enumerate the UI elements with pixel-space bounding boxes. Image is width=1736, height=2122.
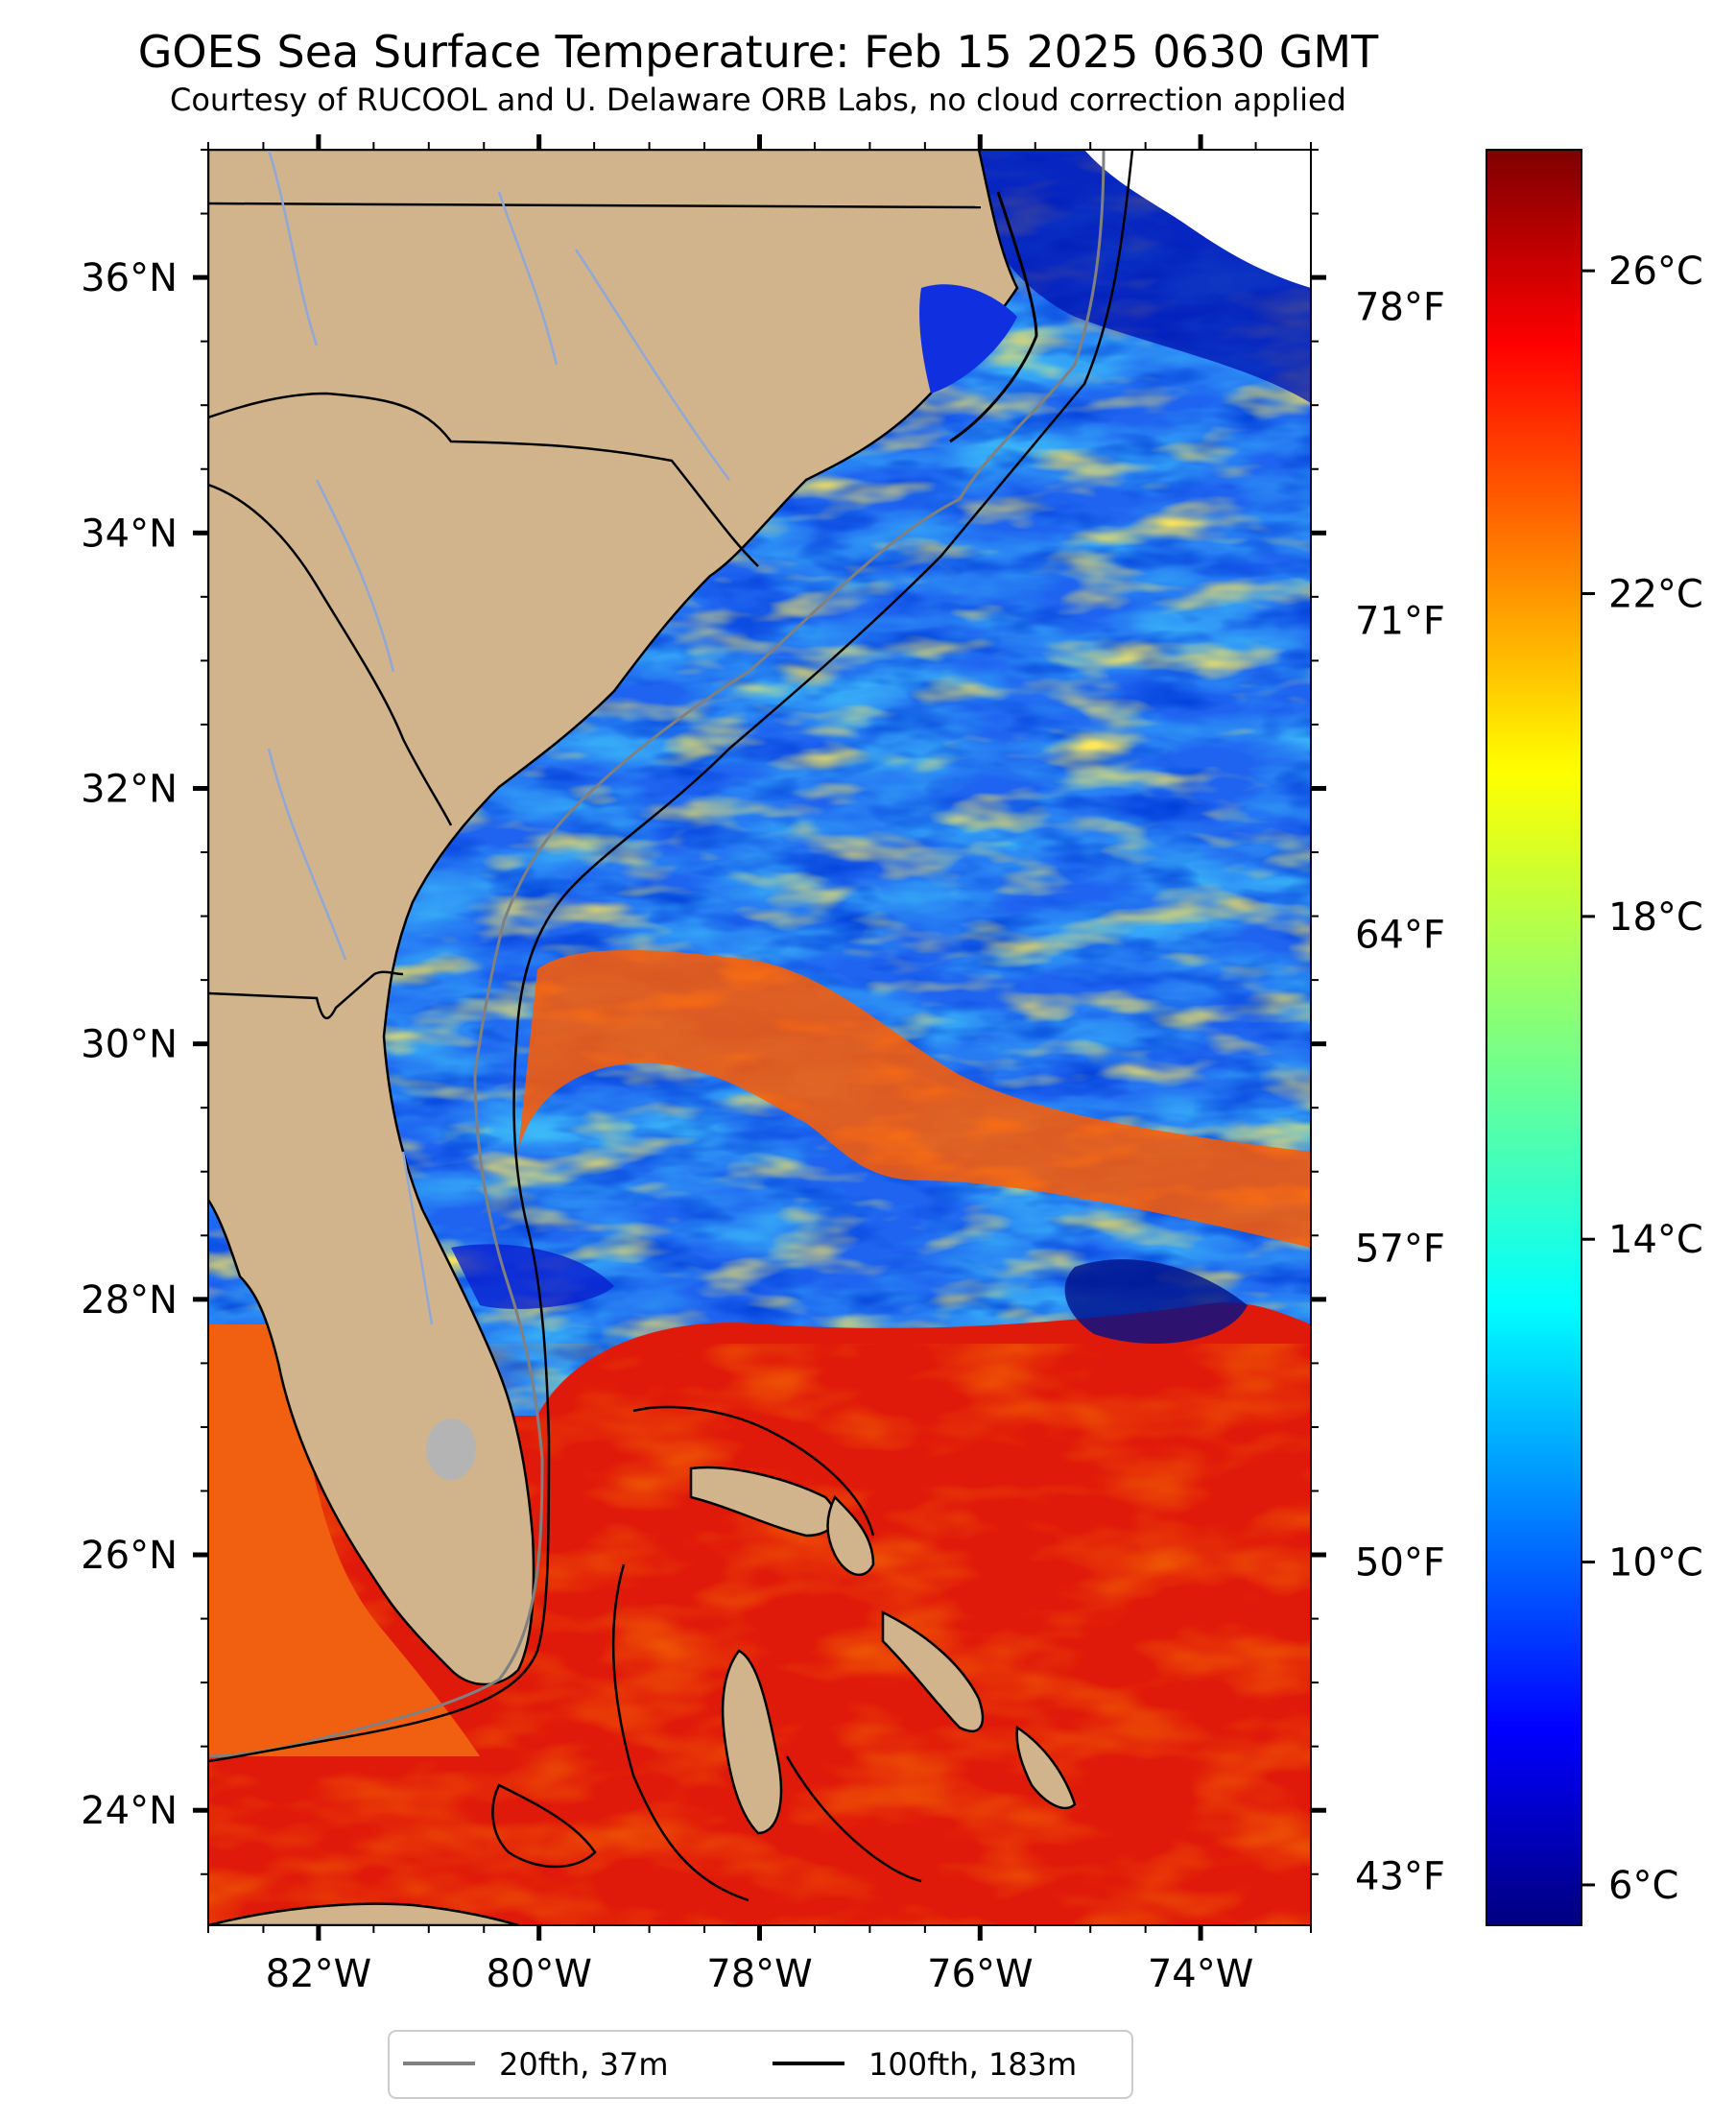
celsius-tick-label: 26°C	[1608, 250, 1703, 294]
map-axis-labels: 82°W 80°W 78°W 76°W 74°W 24°N 26°N 28°N 30°N 32°N…	[81, 256, 1253, 1996]
lat-tick-label: 36°N	[81, 256, 178, 300]
gulf-stream-warm-band	[518, 950, 1311, 1248]
no-data-area	[1084, 150, 1311, 288]
rivers	[267, 150, 731, 1325]
legend-label-20fth: 20fth, 37m	[499, 2046, 668, 2083]
lat-tick-label: 28°N	[81, 1278, 178, 1323]
legend: 20fth, 37m 100fth, 183m	[388, 2030, 1133, 2099]
legend-label-100fth: 100fth, 183m	[868, 2046, 1077, 2083]
cold-shelf-florida	[451, 1244, 614, 1309]
fahrenheit-tick-label: 50°F	[1355, 1541, 1445, 1586]
map-title: GOES Sea Surface Temperature: Feb 15 202…	[137, 26, 1379, 78]
colorbar-ticks: 6°C 10°C 14°C 18°C 22°C 26°C 43°F 50°F 57°F 64°F 7…	[1355, 250, 1703, 1908]
state-border-sc-ga	[208, 483, 453, 826]
isobath-100fth	[208, 150, 1134, 1763]
state-border-nc-sc	[208, 392, 759, 567]
fahrenheit-tick-label: 71°F	[1355, 600, 1445, 644]
celsius-tick-label: 10°C	[1608, 1541, 1703, 1586]
lake-okeechobee	[426, 1419, 476, 1480]
map-axis-ticks	[193, 134, 1326, 1941]
fahrenheit-tick-label: 57°F	[1355, 1228, 1445, 1272]
gulf-of-mexico-warm	[208, 1324, 480, 1756]
lon-tick-label: 82°W	[266, 1952, 371, 1996]
lon-tick-label: 74°W	[1148, 1952, 1253, 1996]
outer-banks	[949, 191, 1038, 443]
celsius-tick-label: 22°C	[1608, 573, 1703, 617]
lon-tick-label: 80°W	[486, 1952, 591, 1996]
state-border-ga-fl	[208, 970, 404, 1020]
state-border-va-nc	[208, 202, 982, 209]
bahamas-exuma	[1015, 1725, 1077, 1810]
fahrenheit-tick-label: 64°F	[1355, 914, 1445, 958]
cold-core-eddy	[1064, 1259, 1248, 1344]
bahamas-abaco	[826, 1494, 875, 1576]
colorbar	[1486, 149, 1582, 1926]
bahamas-andros	[721, 1649, 783, 1835]
bahamas-eleuthera	[881, 1609, 985, 1732]
isobath-20fth	[208, 150, 1106, 1758]
fahrenheit-tick-label: 78°F	[1355, 286, 1445, 330]
lat-tick-label: 32°N	[81, 767, 178, 811]
celsius-tick-label: 18°C	[1608, 895, 1703, 940]
fahrenheit-tick-label: 43°F	[1355, 1855, 1445, 1899]
lon-tick-label: 78°W	[706, 1952, 812, 1996]
pamlico-sound	[919, 284, 1017, 393]
lat-tick-label: 26°N	[81, 1534, 178, 1578]
celsius-tick-label: 14°C	[1608, 1218, 1703, 1262]
lon-tick-label: 76°W	[927, 1952, 1033, 1996]
cuba-coast	[208, 1902, 519, 1925]
map-subtitle: Courtesy of RUCOOL and U. Delaware ORB L…	[170, 82, 1346, 118]
map-panel	[208, 150, 1311, 1925]
celsius-tick-label: 6°C	[1608, 1864, 1678, 1908]
legend-box	[388, 2030, 1133, 2099]
bahamas-bank-edge	[491, 1405, 922, 1902]
lat-tick-label: 30°N	[81, 1023, 178, 1067]
lat-tick-label: 24°N	[81, 1789, 178, 1833]
lat-tick-label: 34°N	[81, 512, 178, 556]
